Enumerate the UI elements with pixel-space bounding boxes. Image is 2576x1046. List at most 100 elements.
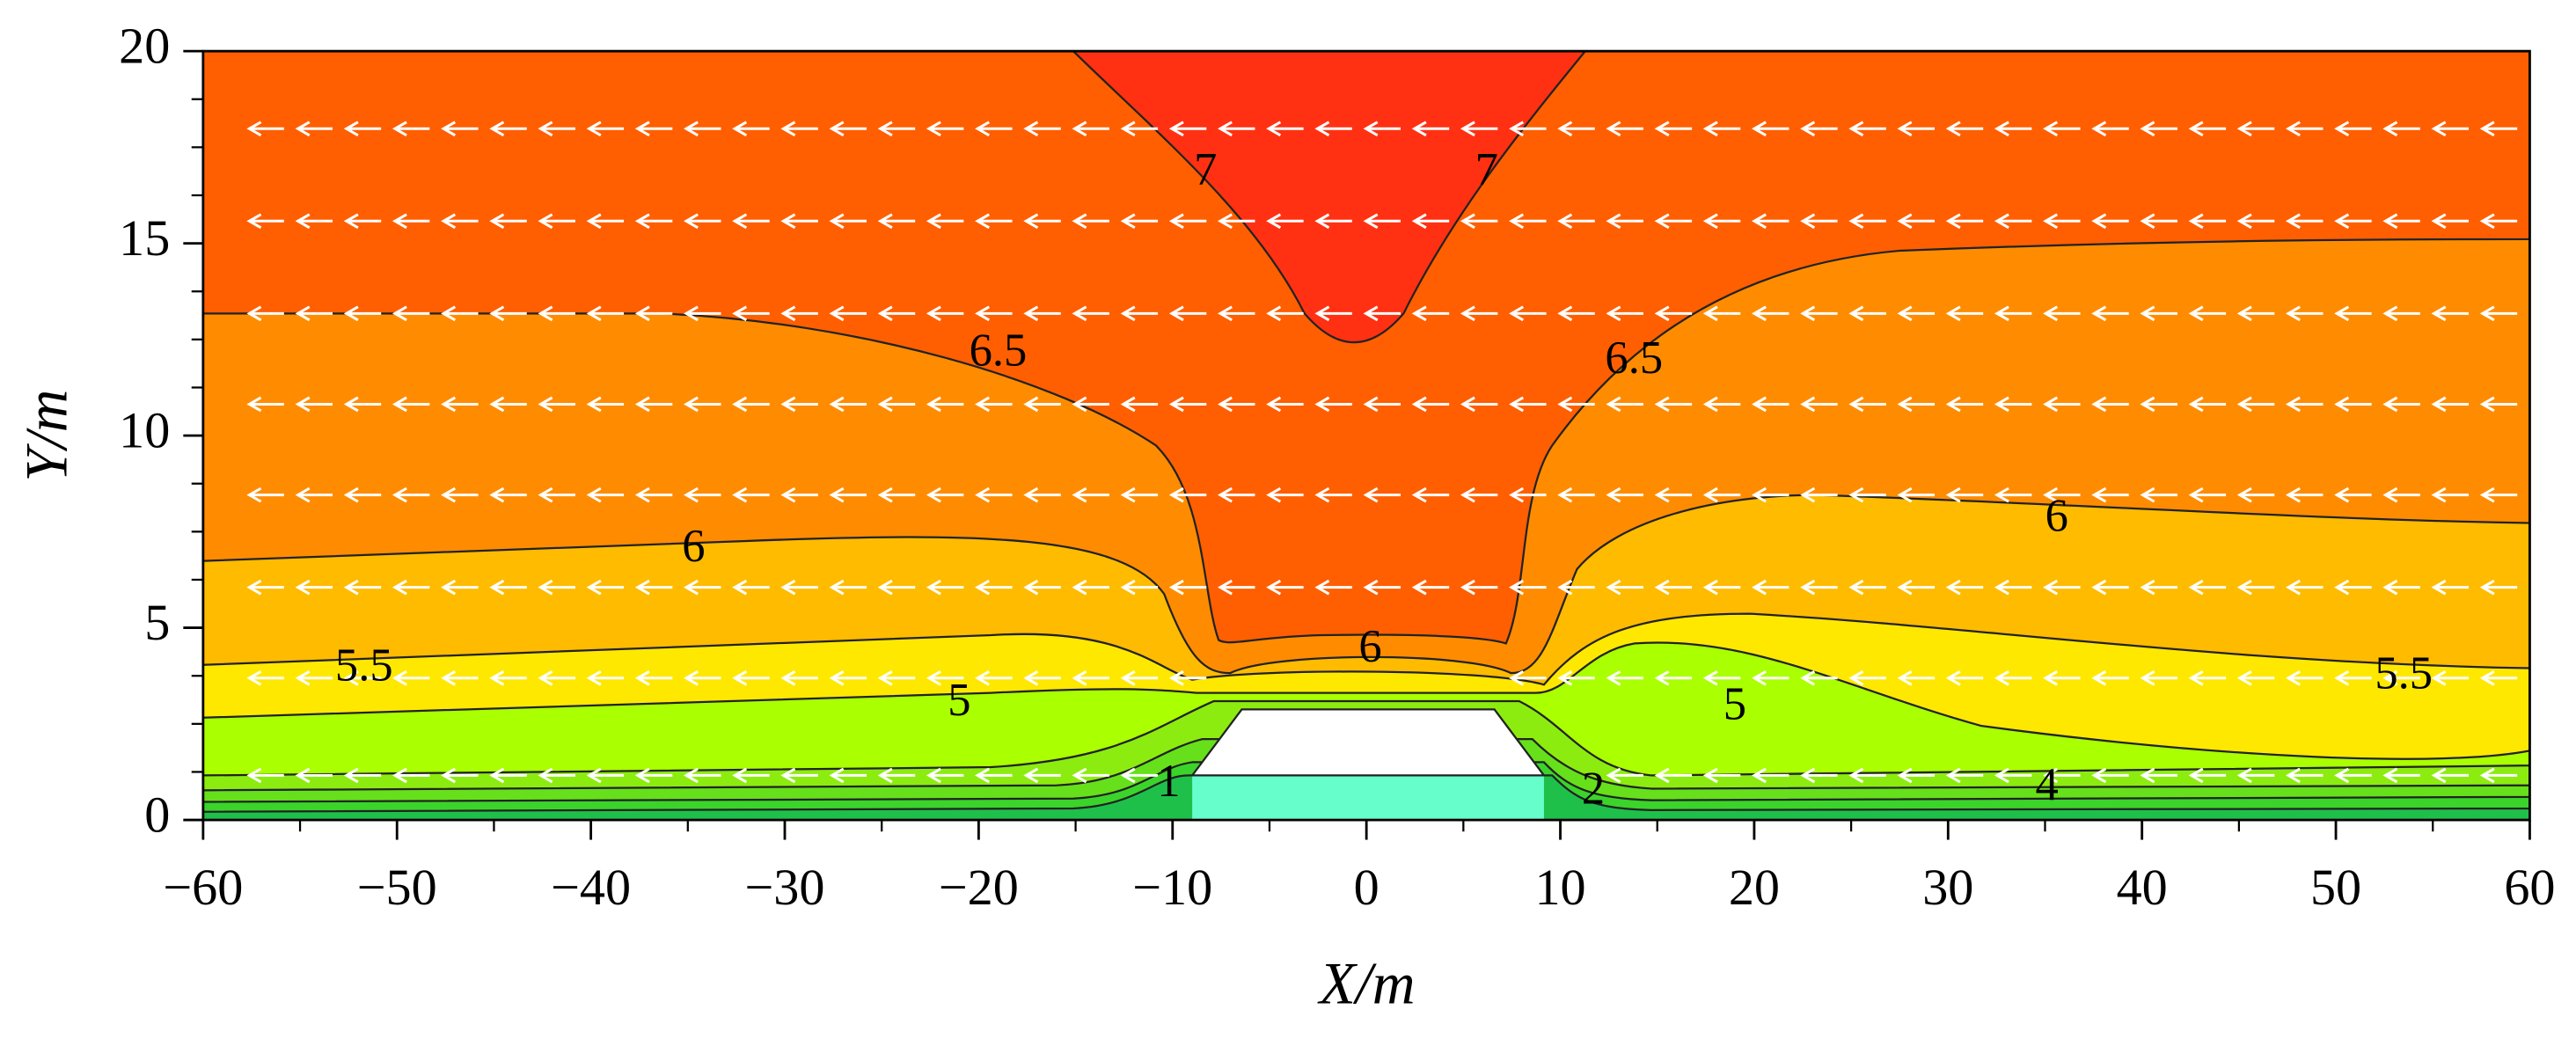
velocity-arrow (1654, 486, 1693, 503)
velocity-arrow (1606, 767, 1643, 784)
velocity-arrow (2236, 213, 2275, 230)
contour-label: 7 (1194, 144, 1217, 195)
velocity-arrow (780, 305, 818, 322)
velocity-arrow (343, 767, 382, 784)
contour-label: 6 (1358, 621, 1381, 672)
velocity-arrow (2140, 305, 2177, 322)
velocity-arrow (1363, 213, 1401, 230)
velocity-arrow (2188, 767, 2227, 784)
velocity-arrow (1509, 396, 1547, 413)
velocity-arrow (2382, 121, 2420, 137)
velocity-arrow (1509, 305, 1547, 322)
velocity-arrow (1654, 396, 1693, 413)
velocity-arrow (732, 579, 770, 596)
velocity-arrow (634, 213, 673, 230)
velocity-arrow (634, 669, 673, 686)
velocity-arrow (1702, 579, 1741, 596)
velocity-arrow (2140, 767, 2177, 784)
velocity-arrow (295, 486, 333, 503)
y-tick-label: 20 (119, 17, 170, 74)
velocity-arrow (2431, 213, 2469, 230)
velocity-arrow (684, 579, 721, 596)
velocity-arrow (877, 767, 916, 784)
velocity-arrow (2140, 121, 2177, 137)
velocity-arrow (392, 669, 430, 686)
velocity-arrow (732, 213, 770, 230)
velocity-arrow (295, 121, 333, 137)
velocity-arrow (2091, 579, 2129, 596)
velocity-arrow (926, 579, 964, 596)
velocity-arrow (1752, 579, 1789, 596)
velocity-arrow (586, 396, 625, 413)
velocity-arrow (1072, 767, 1109, 784)
structure-base (1192, 775, 1544, 821)
velocity-arrow (2188, 121, 2227, 137)
velocity-arrow (2431, 669, 2469, 686)
velocity-arrow (926, 213, 964, 230)
velocity-arrow (2091, 396, 2129, 413)
x-tick-label: 60 (2504, 859, 2555, 916)
velocity-arrow (392, 213, 430, 230)
contour-label: 6.5 (1605, 333, 1663, 384)
velocity-arrow (2334, 121, 2372, 137)
velocity-arrow (2334, 213, 2372, 230)
y-tick-label: 10 (119, 401, 170, 458)
velocity-arrow (1897, 579, 1936, 596)
contour-field (202, 51, 2530, 821)
velocity-arrow (1168, 305, 1207, 322)
velocity-arrow (2479, 579, 2518, 596)
velocity-arrow (489, 486, 527, 503)
velocity-arrow (1606, 579, 1643, 596)
velocity-arrow (1800, 305, 1838, 322)
velocity-arrow (295, 396, 333, 413)
velocity-arrow (1606, 121, 1643, 137)
velocity-arrow (634, 396, 673, 413)
velocity-arrow (1460, 486, 1498, 503)
contour-label: 2 (1582, 764, 1605, 815)
velocity-arrow (2382, 579, 2420, 596)
velocity-arrow (1752, 486, 1789, 503)
velocity-arrow (1848, 669, 1886, 686)
velocity-arrow (1994, 305, 2032, 322)
velocity-arrow (246, 669, 284, 686)
velocity-arrow (538, 579, 575, 596)
velocity-arrow (1411, 396, 1450, 413)
velocity-arrow (489, 396, 527, 413)
velocity-arrow (829, 213, 867, 230)
velocity-arrow (1702, 396, 1741, 413)
velocity-arrow (246, 579, 284, 596)
velocity-arrow (2334, 767, 2372, 784)
velocity-arrow (1120, 305, 1159, 322)
velocity-arrow (1072, 213, 1109, 230)
velocity-arrow (2140, 396, 2177, 413)
velocity-arrow (1363, 486, 1401, 503)
velocity-arrow (1897, 396, 1936, 413)
velocity-arrow (2188, 213, 2227, 230)
velocity-arrow (1606, 305, 1643, 322)
velocity-arrow (2286, 579, 2324, 596)
velocity-arrow (1363, 305, 1401, 322)
velocity-arrow (441, 486, 479, 503)
velocity-arrow (1945, 213, 1984, 230)
velocity-arrow (1411, 305, 1450, 322)
velocity-arrow (538, 121, 575, 137)
velocity-arrow (1994, 579, 2032, 596)
velocity-arrow (1411, 486, 1450, 503)
velocity-arrow (780, 396, 818, 413)
velocity-arrow (1168, 486, 1207, 503)
velocity-arrow (1654, 669, 1693, 686)
y-axis-label: Y/m (14, 390, 80, 482)
velocity-arrow (926, 767, 964, 784)
velocity-arrow (926, 121, 964, 137)
velocity-arrow (343, 579, 382, 596)
velocity-arrow (829, 396, 867, 413)
velocity-arrow (2043, 121, 2081, 137)
velocity-arrow (1314, 396, 1352, 413)
velocity-arrow (2188, 669, 2227, 686)
velocity-arrow (1994, 396, 2032, 413)
velocity-arrow (2236, 486, 2275, 503)
y-tick-label: 5 (144, 594, 170, 651)
velocity-arrow (1848, 305, 1886, 322)
velocity-arrow (1072, 305, 1109, 322)
